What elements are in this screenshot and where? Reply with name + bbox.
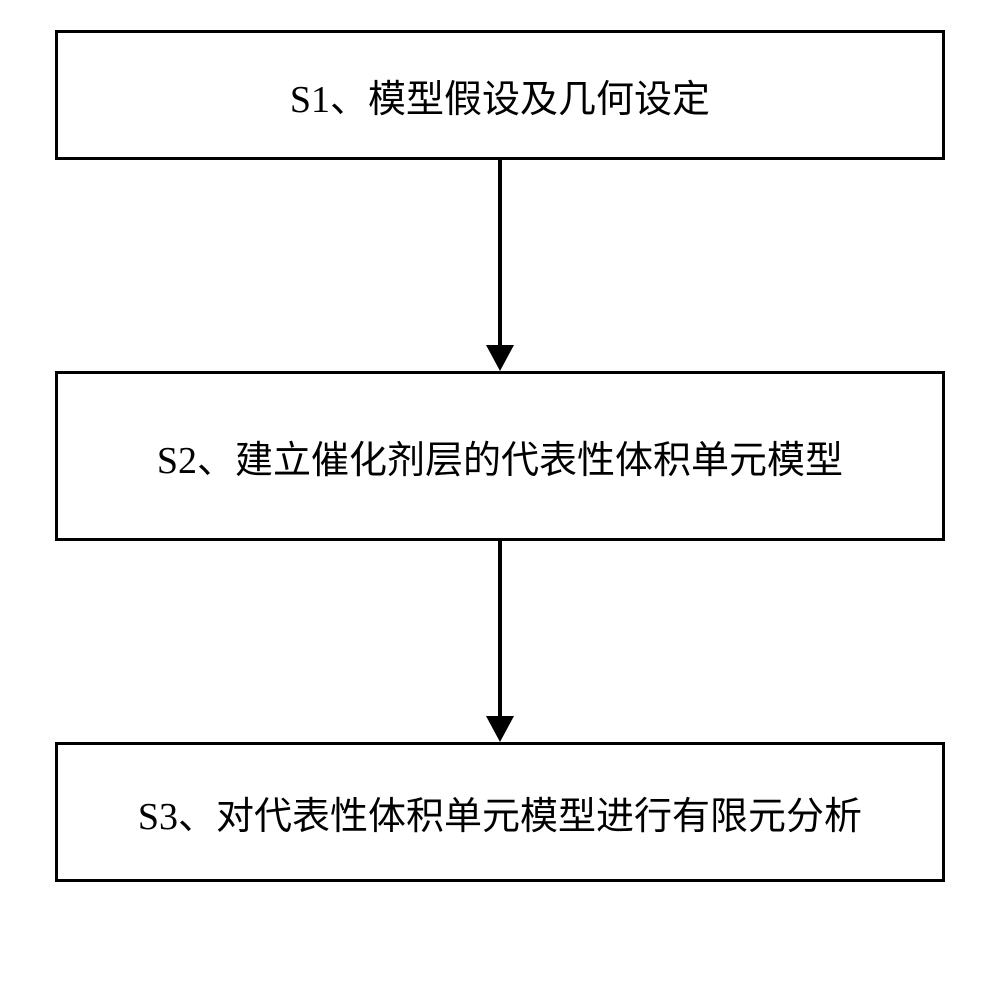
arrow-line-2 [498,541,502,716]
step-label-s2: S2、建立催化剂层的代表性体积单元模型 [157,429,843,484]
arrow-head-2 [486,716,514,742]
step-box-s2: S2、建立催化剂层的代表性体积单元模型 [55,371,945,541]
step-box-s3: S3、对代表性体积单元模型进行有限元分析 [55,742,945,882]
flowchart-container: S1、模型假设及几何设定 S2、建立催化剂层的代表性体积单元模型 S3、对代表性… [55,30,945,882]
arrow-line-1 [498,160,502,345]
step-box-s1: S1、模型假设及几何设定 [55,30,945,160]
step-label-s1: S1、模型假设及几何设定 [290,68,710,123]
arrow-2 [486,541,514,742]
step-label-s3: S3、对代表性体积单元模型进行有限元分析 [138,785,862,840]
arrow-1 [486,160,514,371]
arrow-head-1 [486,345,514,371]
